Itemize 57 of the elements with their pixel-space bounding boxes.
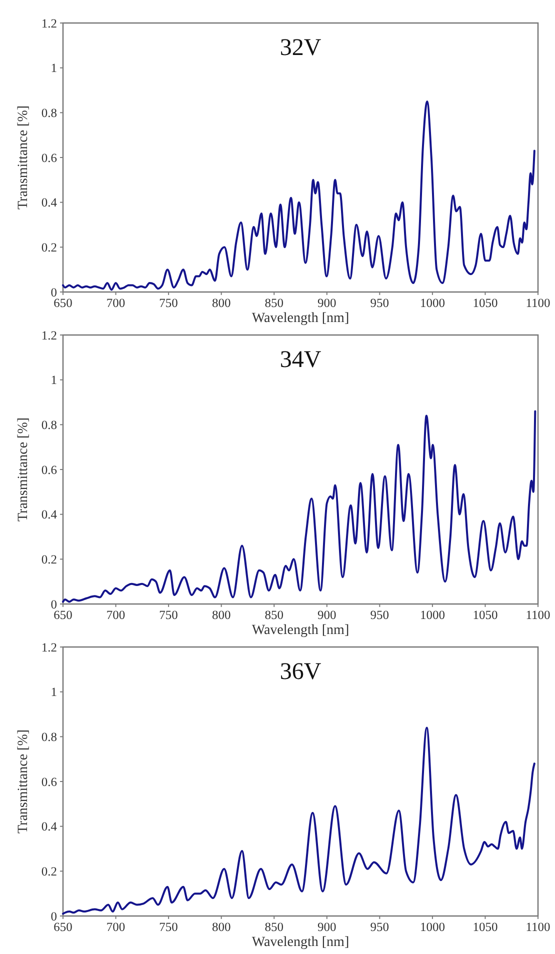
y-tick-label: 0.2 (41, 240, 57, 255)
x-tick-label: 700 (106, 920, 126, 934)
text: 32V (280, 35, 322, 61)
x-tick-label: 750 (159, 608, 178, 622)
x-tick-label: 950 (370, 920, 390, 934)
x-tick-label: 900 (318, 920, 336, 934)
text: 36V (280, 659, 322, 685)
y-tick-label: 0.4 (41, 196, 58, 210)
x-tick-label: 850 (264, 296, 284, 310)
y-tick-label: 0.8 (41, 106, 57, 120)
text: 34V (280, 347, 322, 373)
x-tick-label: 700 (106, 608, 126, 622)
x-tick-label: 800 (212, 296, 231, 310)
x-tick-label: 1000 (420, 608, 445, 622)
x-tick-label: 900 (318, 608, 336, 622)
y-axis-title: Transmittance [%] (16, 105, 31, 210)
x-tick-label: 1000 (420, 920, 445, 934)
y-axis-title: Transmittance [%] (16, 729, 31, 834)
y-tick-label: 0.8 (41, 730, 57, 744)
y-tick-label: 1 (50, 685, 57, 700)
y-tick-label: 1.2 (41, 640, 57, 654)
y-tick-label: 1.2 (41, 16, 57, 30)
y-axis-title: Transmittance [%] (16, 417, 31, 522)
line-series (62, 100, 536, 291)
y-tick-label: 0.6 (41, 150, 57, 165)
line-series (62, 410, 536, 603)
y-tick-label: 0.4 (41, 820, 58, 834)
line-series (62, 726, 536, 915)
y-tick-label: 0.2 (41, 552, 57, 567)
x-tick-label: 700 (106, 296, 126, 310)
y-tick-label: 0.4 (41, 508, 58, 522)
x-axis-title: Wavelength [nm] (252, 623, 350, 638)
y-tick-label: 1.2 (41, 328, 57, 342)
y-tick-label: 0.6 (41, 462, 57, 477)
x-tick-label: 1000 (420, 296, 445, 310)
x-tick-label: 1100 (526, 296, 550, 310)
x-tick-label: 850 (264, 608, 284, 622)
x-axis-title: Wavelength [nm] (252, 935, 350, 950)
x-tick-label: 750 (159, 296, 178, 310)
y-tick-label: 1 (50, 373, 57, 388)
y-tick-label: 0.8 (41, 418, 57, 432)
x-tick-label: 800 (212, 920, 231, 934)
x-tick-label: 850 (264, 920, 284, 934)
x-tick-label: 1100 (526, 920, 550, 934)
x-tick-label: 900 (318, 296, 336, 310)
y-tick-label: 0.2 (41, 864, 57, 879)
x-tick-label: 950 (370, 296, 390, 310)
y-tick-label: 0.6 (41, 774, 57, 789)
x-tick-label: 950 (370, 608, 390, 622)
x-tick-label: 750 (159, 920, 178, 934)
x-tick-label: 1050 (472, 608, 498, 622)
x-tick-label: 1050 (472, 920, 498, 934)
x-tick-label: 1050 (472, 296, 498, 310)
x-tick-label: 1100 (526, 608, 550, 622)
y-tick-label: 1 (50, 61, 57, 76)
x-tick-label: 800 (212, 608, 231, 622)
x-axis-title: Wavelength [nm] (252, 311, 350, 326)
